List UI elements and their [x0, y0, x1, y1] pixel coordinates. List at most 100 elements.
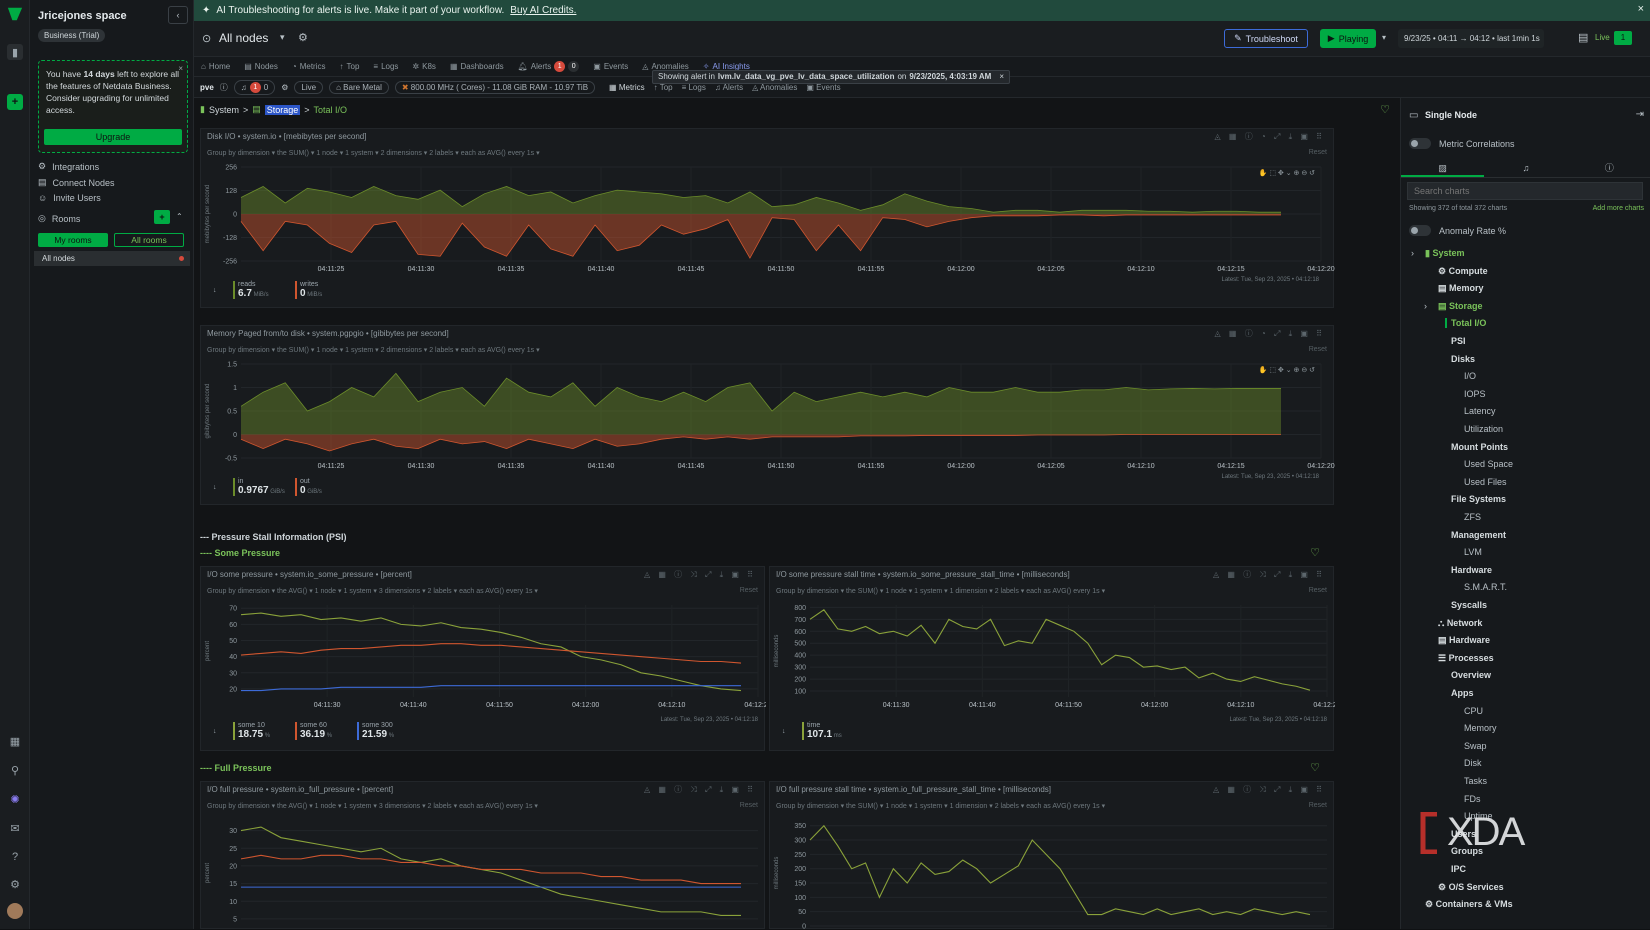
chart-toolbar[interactable]: ◬ ▦ ⓘ ⤨ ⤢ ⤓ ▣ ⠿ — [1213, 569, 1325, 580]
room-settings-icon[interactable]: ⚙ — [298, 31, 308, 44]
group-by-controls[interactable]: Group by dimension ▾ the AVG() ▾ 1 node … — [207, 587, 538, 595]
expand-chevron-icon[interactable]: › — [1424, 301, 1427, 311]
layout-icon[interactable]: ▤ — [1578, 31, 1588, 44]
breadcrumb-total-io[interactable]: Total I/O — [314, 105, 348, 115]
tree-item[interactable]: ZFS — [1464, 512, 1481, 522]
tree-item[interactable]: File Systems — [1451, 494, 1506, 504]
close-tooltip-icon[interactable]: × — [999, 72, 1004, 82]
tab-metrics[interactable]: ◔Metrics — [285, 57, 333, 77]
group-by-controls[interactable]: Group by dimension ▾ the SUM() ▾ 1 node … — [776, 587, 1105, 595]
download-icon[interactable]: ↓ — [213, 728, 217, 735]
integrations-link[interactable]: ⚙Integrations — [38, 161, 99, 172]
group-by-controls[interactable]: Group by dimension ▾ the SUM() ▾ 1 node … — [776, 802, 1105, 810]
chart-zoom-tools[interactable]: ✋ ⬚ ✥ ⌄ ⊕ ⊖ ↺ — [1259, 168, 1315, 177]
live-count-badge[interactable]: 1 — [1614, 31, 1632, 45]
node-tab-metrics[interactable]: ▦ Metrics — [609, 83, 645, 92]
add-room-button[interactable]: + — [154, 210, 170, 224]
heart-icon[interactable]: ♡ — [1310, 761, 1320, 774]
time-range-picker[interactable]: 9/23/25 • 04:11 → 04:12 • last 1min 1s — [1398, 29, 1544, 48]
tree-item[interactable]: Syscalls — [1451, 600, 1487, 610]
chevron-down-icon[interactable]: ▾ — [280, 32, 285, 43]
tab-home[interactable]: ⌂Home — [194, 57, 237, 77]
help-icon[interactable]: ? — [7, 849, 23, 865]
tree-item[interactable]: S.M.A.R.T. — [1464, 582, 1507, 592]
breadcrumb-system[interactable]: System — [209, 105, 239, 115]
tree-item[interactable]: Hardware — [1451, 565, 1492, 575]
node-name[interactable]: pve — [200, 83, 214, 92]
playing-menu-icon[interactable]: ▾ — [1382, 33, 1386, 42]
connect-nodes-link[interactable]: ▤Connect Nodes — [38, 177, 115, 188]
metric-correlations-toggle[interactable] — [1409, 138, 1431, 149]
download-icon[interactable]: ↓ — [213, 484, 217, 491]
ai-icon[interactable]: ✺ — [7, 791, 23, 807]
integrations-icon[interactable]: ▦ — [7, 733, 23, 749]
add-more-charts-link[interactable]: Add more charts — [1593, 205, 1644, 212]
reset-button[interactable]: Reset — [1309, 346, 1327, 353]
tab-dashboards[interactable]: ▦Dashboards — [443, 57, 511, 77]
tab-events[interactable]: ▣Events — [586, 57, 635, 77]
chart-toolbar[interactable]: ◬ ▦ ⓘ ⤨ ⤢ ⤓ ▣ ⠿ — [1213, 784, 1325, 795]
tree-item[interactable]: Apps — [1451, 688, 1474, 698]
tree-item[interactable]: Mount Points — [1451, 442, 1508, 452]
buy-ai-credits-link[interactable]: Buy AI Credits. — [510, 5, 576, 16]
upgrade-button[interactable]: Upgrade — [44, 129, 182, 145]
tree-item[interactable]: Swap — [1464, 741, 1487, 751]
tab-top[interactable]: ↑Top — [333, 57, 367, 77]
chart-toolbar[interactable]: ◬ ▦ ⓘ ⤨ ⤢ ⤓ ▣ ⠿ — [644, 569, 756, 580]
heart-icon[interactable]: ♡ — [1310, 546, 1320, 559]
heart-icon[interactable]: ♡ — [1380, 103, 1390, 116]
chart-zoom-tools[interactable]: ✋ ⬚ ✥ ⌄ ⊕ ⊖ ↺ — [1259, 365, 1315, 374]
tab-logs[interactable]: ≡Logs — [366, 57, 405, 77]
tree-item[interactable]: ▤ Hardware — [1438, 635, 1490, 646]
memory-paged-chart[interactable]: gibibytes per second1.510.50-0.504:11:25… — [201, 356, 1335, 478]
group-by-controls[interactable]: Group by dimension ▾ the SUM() ▾ 1 node … — [207, 149, 540, 157]
tree-item[interactable]: Overview — [1451, 670, 1491, 680]
tree-item[interactable]: CPU — [1464, 706, 1483, 716]
all-rooms-button[interactable]: All rooms — [114, 233, 184, 247]
reset-button[interactable]: Reset — [1309, 587, 1327, 594]
tree-item[interactable]: ⚙ O/S Services — [1438, 882, 1504, 893]
reset-button[interactable]: Reset — [740, 802, 758, 809]
netdata-logo-icon[interactable] — [7, 6, 23, 22]
add-space-button[interactable]: + — [7, 94, 23, 110]
info-tab-icon[interactable]: ⓘ — [1568, 158, 1650, 177]
io-some-stall-chart[interactable]: milliseconds80070060050040030020010004:1… — [770, 597, 1335, 719]
close-banner-icon[interactable]: × — [1638, 3, 1644, 15]
download-icon[interactable]: ↓ — [213, 287, 217, 294]
alerts-tab-icon[interactable]: ♫ — [1484, 158, 1567, 177]
charts-tab-icon[interactable]: ▨ — [1401, 158, 1484, 177]
close-icon[interactable]: × — [178, 63, 183, 75]
tree-item[interactable]: PSI — [1451, 336, 1466, 346]
download-icon[interactable]: ↓ — [782, 728, 786, 735]
tree-item[interactable]: IPC — [1451, 864, 1466, 874]
disk-io-chart[interactable]: mebibytes per second2561280-128-25604:11… — [201, 159, 1335, 281]
reset-button[interactable]: Reset — [1309, 802, 1327, 809]
playing-button[interactable]: ▶Playing — [1320, 29, 1376, 48]
user-avatar[interactable] — [7, 903, 23, 919]
tree-item[interactable]: ⚙ Containers & VMs — [1425, 899, 1513, 910]
tree-item[interactable]: Disks — [1451, 354, 1475, 364]
tree-item[interactable]: ▮ System — [1425, 248, 1464, 259]
chart-toolbar[interactable]: ◬ ▦ ⓘ ◔ ⤢ ⤓ ▣ ⠿ — [1215, 131, 1325, 142]
collapse-panel-icon[interactable]: ⇥ — [1636, 109, 1644, 120]
reset-button[interactable]: Reset — [1309, 149, 1327, 156]
tree-item[interactable]: Used Files — [1464, 477, 1507, 487]
share-icon[interactable]: ⚲ — [7, 762, 23, 778]
tree-item[interactable]: ▤ Storage — [1438, 301, 1483, 312]
troubleshoot-button[interactable]: ✎Troubleshoot — [1224, 29, 1308, 48]
settings-icon[interactable]: ⚙ — [7, 876, 23, 892]
tree-item[interactable]: ☰ Processes — [1438, 653, 1494, 664]
tree-item[interactable]: Management — [1451, 530, 1506, 540]
